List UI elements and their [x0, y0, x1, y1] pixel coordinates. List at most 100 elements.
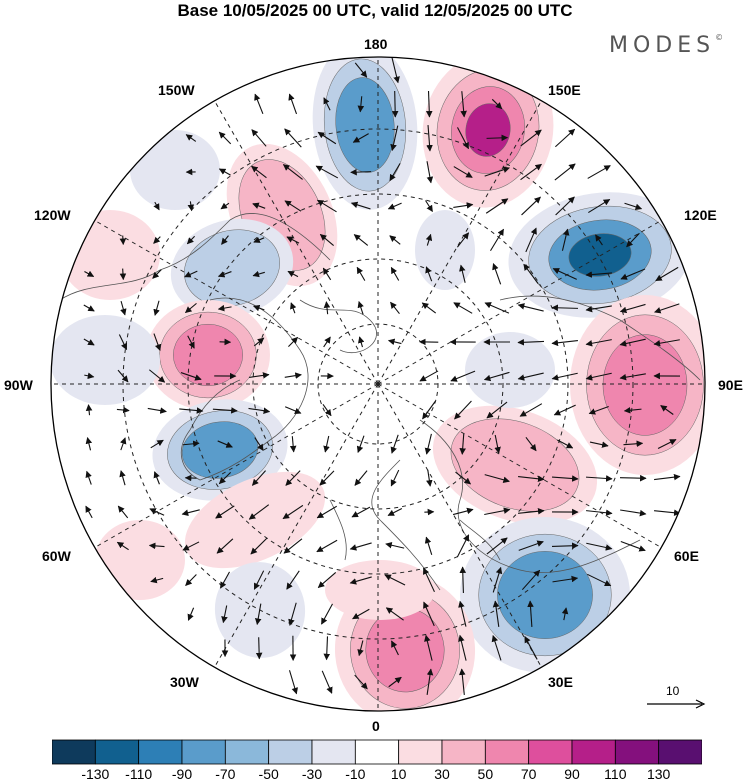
wind-vector	[425, 90, 433, 118]
wind-vector	[624, 202, 643, 211]
wind-vector	[147, 407, 167, 414]
wind-vector	[561, 607, 569, 621]
wind-vector	[557, 439, 574, 449]
colorbar-tick-label: 90	[564, 766, 580, 782]
wind-vector	[585, 305, 612, 313]
wind-vector	[552, 575, 579, 583]
coastline	[459, 519, 501, 561]
wind-vector	[524, 635, 538, 660]
wind-vector	[350, 168, 372, 176]
wind-vector	[491, 98, 503, 110]
wind-vector	[117, 369, 129, 383]
wind-vector	[149, 508, 165, 516]
wind-vector	[424, 433, 432, 455]
wind-vector	[424, 536, 433, 555]
wind-vector	[116, 541, 129, 551]
wind-vector	[221, 235, 229, 245]
wind-vector	[391, 90, 399, 118]
wind-vector	[179, 407, 204, 414]
lon-label-120w: 120W	[34, 207, 71, 223]
wind-vector	[653, 339, 680, 347]
wind-vector	[221, 605, 228, 624]
wind-vector	[426, 124, 433, 152]
wind-vector	[153, 471, 160, 485]
wind-vector	[452, 507, 474, 516]
wind-vector	[426, 161, 434, 184]
wind-vector	[316, 199, 337, 213]
colorbar-tick-label: -10	[345, 766, 366, 782]
wind-vector	[425, 200, 433, 213]
wind-vector	[391, 640, 399, 656]
positive-anomaly-contour	[465, 103, 511, 157]
wind-vector	[587, 165, 611, 179]
negative-anomaly-contour	[184, 229, 280, 307]
wind-vector	[288, 93, 298, 115]
wind-vector	[453, 202, 474, 209]
colorbar-swatch	[571, 739, 616, 765]
wind-vector	[654, 473, 681, 481]
wind-vector	[387, 202, 402, 210]
wind-vector	[220, 202, 230, 210]
wind-vector	[319, 470, 335, 486]
wind-vector	[555, 128, 576, 148]
wind-vector	[357, 640, 364, 657]
coastline	[499, 295, 701, 381]
wind-vector	[389, 163, 401, 182]
wind-vector	[456, 534, 470, 558]
anomaly-field	[51, 57, 705, 711]
lon-label-180: 180	[364, 36, 388, 52]
map-border	[50, 56, 706, 712]
wind-vector	[660, 405, 674, 415]
wind-vector	[283, 538, 303, 554]
positive-anomaly-contour	[95, 520, 185, 600]
wind-vector	[186, 235, 196, 245]
wind-vector	[317, 131, 337, 145]
positive-anomaly-contour	[325, 560, 435, 620]
coastline	[419, 419, 641, 574]
wind-vector	[148, 542, 165, 550]
wind-vector	[654, 509, 681, 516]
wind-vector	[422, 400, 436, 420]
wind-vector	[390, 266, 400, 281]
wind-vector	[254, 603, 262, 626]
wind-vector	[254, 437, 264, 451]
wind-vector	[492, 566, 503, 593]
wind-vector	[620, 540, 646, 552]
wind-vector	[390, 469, 400, 487]
wind-vector	[385, 541, 405, 549]
colorbar-tick-label: 30	[434, 766, 450, 782]
lon-label-30w: 30W	[170, 674, 199, 690]
wind-vector	[459, 433, 466, 455]
wind-vector	[254, 93, 264, 115]
wind-vector	[288, 670, 298, 695]
colorbar-tick-label: -50	[258, 766, 279, 782]
brand-logo: MODES©	[609, 33, 723, 58]
wind-vector	[423, 567, 435, 593]
wind-vector	[453, 302, 473, 314]
wind-vector	[554, 163, 576, 181]
wind-vector	[588, 405, 609, 415]
wind-vector	[184, 302, 197, 314]
wind-vector	[450, 370, 476, 382]
colorbar-tick-label: 50	[477, 766, 494, 782]
wind-vector	[585, 271, 613, 278]
meridian-line	[377, 383, 544, 671]
wind-vector	[323, 301, 331, 315]
wind-vector	[118, 334, 128, 351]
wind-vector	[385, 607, 404, 621]
latitude-circle	[187, 193, 569, 575]
graticule	[51, 57, 705, 711]
wind-vector	[286, 236, 300, 244]
wind-vector	[388, 676, 402, 688]
wind-vector	[460, 91, 467, 118]
wind-vector	[253, 236, 265, 243]
wind-vector	[459, 566, 467, 594]
wind-vector	[458, 668, 466, 695]
wind-vector	[357, 96, 365, 113]
wind-vector	[253, 570, 265, 590]
lon-label-120e: 120E	[684, 207, 717, 223]
wind-vector	[384, 574, 406, 586]
lon-label-150w: 150W	[158, 82, 195, 98]
wind-vector	[520, 163, 542, 181]
